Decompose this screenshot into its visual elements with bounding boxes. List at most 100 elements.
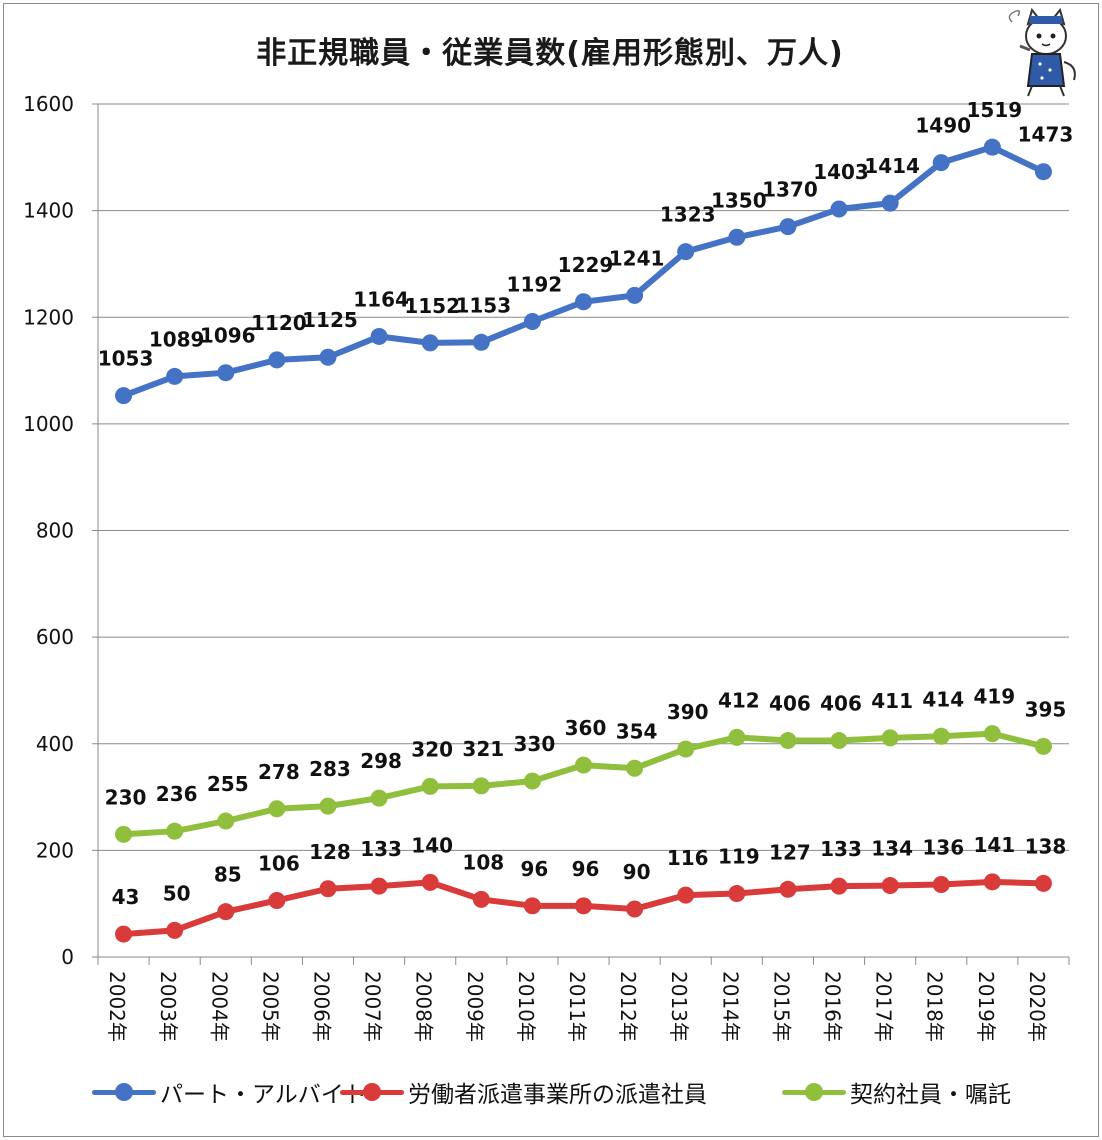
data-point bbox=[830, 877, 848, 895]
legend: パート・アルバイト 労働者派遣事業所の派遣社員 契約社員・嘱託 bbox=[92, 1072, 1072, 1112]
data-point bbox=[472, 333, 490, 351]
data-label: 1164 bbox=[353, 287, 409, 311]
series-lines bbox=[115, 138, 1052, 943]
data-label: 1370 bbox=[762, 178, 818, 202]
data-point bbox=[268, 351, 286, 369]
data-label: 320 bbox=[411, 737, 453, 761]
x-tick-label: 2012年 bbox=[616, 971, 640, 1042]
data-label: 1241 bbox=[609, 246, 665, 270]
data-point bbox=[421, 873, 439, 891]
data-label: 1153 bbox=[455, 293, 511, 317]
data-point bbox=[677, 243, 695, 261]
data-point bbox=[575, 756, 592, 774]
data-point bbox=[932, 727, 950, 745]
data-point bbox=[830, 732, 848, 750]
data-point bbox=[677, 886, 695, 904]
data-label: 1089 bbox=[149, 327, 205, 351]
gridlines bbox=[98, 103, 1069, 851]
x-tick-label: 2011年 bbox=[565, 971, 589, 1042]
data-label: 360 bbox=[565, 716, 607, 740]
x-tick-label: 2002年 bbox=[105, 971, 129, 1042]
data-point bbox=[319, 797, 337, 815]
data-label: 134 bbox=[871, 837, 913, 861]
data-point bbox=[728, 885, 746, 903]
legend-label: 契約社員・嘱託 bbox=[850, 1082, 1011, 1108]
y-tick-label: 1600 bbox=[23, 92, 74, 116]
data-label: 50 bbox=[163, 881, 191, 905]
data-point bbox=[728, 728, 746, 746]
data-label: 1519 bbox=[967, 98, 1023, 122]
x-tick-label: 2007年 bbox=[361, 971, 385, 1042]
legend-swatch bbox=[340, 1082, 404, 1102]
data-point bbox=[575, 897, 592, 915]
y-tick-label: 0 bbox=[61, 945, 74, 969]
data-label: 1473 bbox=[1018, 123, 1074, 147]
legend-item: 契約社員・嘱託 bbox=[782, 1072, 1011, 1112]
data-label: 411 bbox=[871, 689, 913, 713]
data-label: 1192 bbox=[507, 273, 563, 297]
data-point bbox=[523, 313, 541, 331]
data-point bbox=[779, 732, 797, 750]
data-point bbox=[983, 873, 1001, 891]
data-label: 236 bbox=[156, 782, 198, 806]
data-label: 390 bbox=[667, 700, 709, 724]
data-point bbox=[523, 772, 541, 790]
y-tick-label: 400 bbox=[36, 732, 74, 756]
data-point bbox=[421, 334, 439, 352]
legend-swatch bbox=[92, 1082, 156, 1102]
data-point bbox=[217, 812, 235, 830]
data-label: 1490 bbox=[915, 114, 971, 138]
data-label: 96 bbox=[520, 857, 548, 881]
data-label: 1096 bbox=[200, 324, 256, 348]
data-label: 127 bbox=[769, 840, 811, 864]
data-labels: 1053108910961120112511641152115311921229… bbox=[98, 98, 1074, 909]
x-tick-label: 2018年 bbox=[923, 971, 947, 1042]
data-label: 255 bbox=[207, 772, 249, 796]
data-point bbox=[319, 348, 337, 366]
data-point bbox=[421, 777, 439, 795]
data-point bbox=[728, 228, 746, 246]
y-tick-label: 1400 bbox=[23, 199, 74, 223]
data-label: 1414 bbox=[864, 154, 920, 178]
data-label: 85 bbox=[214, 863, 242, 887]
data-label: 1125 bbox=[302, 308, 358, 332]
data-point bbox=[932, 154, 950, 172]
data-point bbox=[268, 800, 286, 818]
legend-item: 労働者派遣事業所の派遣社員 bbox=[340, 1072, 707, 1112]
data-label: 406 bbox=[769, 692, 811, 716]
data-label: 1350 bbox=[711, 188, 767, 212]
data-label: 298 bbox=[360, 749, 402, 773]
data-point bbox=[115, 925, 133, 943]
data-point bbox=[830, 200, 848, 218]
data-point bbox=[983, 725, 1001, 743]
data-label: 133 bbox=[820, 837, 862, 861]
data-point bbox=[472, 890, 490, 908]
x-tick-label: 2006年 bbox=[309, 971, 333, 1042]
data-point bbox=[1034, 737, 1052, 755]
data-point bbox=[626, 759, 644, 777]
data-label: 412 bbox=[718, 688, 760, 712]
legend-label: パート・アルバイト bbox=[160, 1082, 367, 1108]
data-label: 96 bbox=[572, 857, 600, 881]
x-tick-label: 2008年 bbox=[412, 971, 436, 1042]
data-point bbox=[319, 880, 337, 898]
data-point bbox=[370, 327, 388, 345]
series-line-3 bbox=[120, 730, 1047, 838]
x-tick-label: 2020年 bbox=[1025, 971, 1049, 1042]
data-point bbox=[370, 789, 388, 807]
data-point bbox=[1034, 874, 1052, 892]
data-label: 414 bbox=[922, 687, 964, 711]
data-label: 133 bbox=[360, 837, 402, 861]
data-label: 1053 bbox=[98, 347, 154, 371]
data-label: 406 bbox=[820, 692, 862, 716]
axes: 0 200 400 600 800 1000 1200 1400 1600 2002年 2003年 2… bbox=[23, 92, 1070, 1042]
y-tick-label: 600 bbox=[36, 625, 74, 649]
data-label: 43 bbox=[112, 885, 140, 909]
data-point bbox=[472, 777, 490, 795]
data-label: 90 bbox=[623, 860, 651, 884]
y-tick-label: 200 bbox=[36, 838, 74, 862]
data-label: 230 bbox=[105, 785, 147, 809]
data-point bbox=[217, 364, 235, 382]
data-point bbox=[932, 875, 950, 893]
x-tick-label: 2010年 bbox=[514, 971, 538, 1042]
